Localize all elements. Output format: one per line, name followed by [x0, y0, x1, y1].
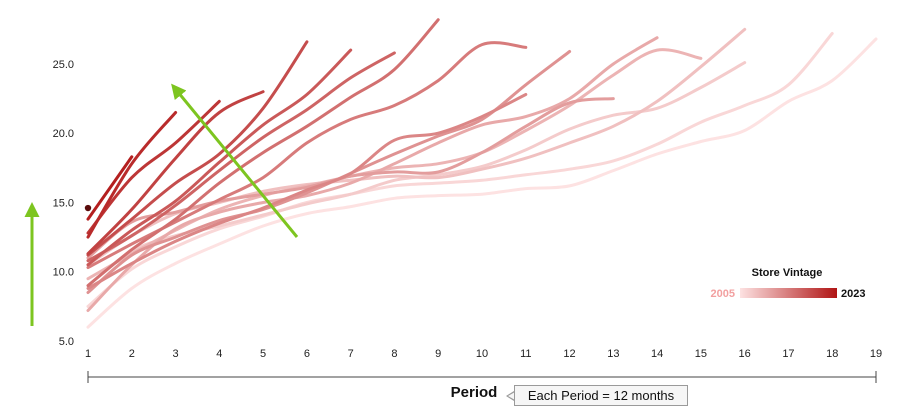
y-tick-label: 15.0: [53, 197, 74, 209]
series-line-2006: [86, 32, 834, 308]
x-tick-label: 6: [304, 348, 310, 360]
y-tick-label: 5.0: [59, 336, 74, 348]
x-tick-label: 15: [695, 348, 707, 360]
series-line-2005: [86, 37, 878, 329]
x-tick-label: 9: [435, 348, 441, 360]
series-line-2020: [86, 99, 221, 235]
y-axis-ticks: 5.0 10.0 15.0 20.0 25.0: [53, 59, 74, 348]
series-line-2016: [86, 51, 396, 263]
x-tick-label: 19: [870, 348, 882, 360]
diagonal-vintage-arrow: [171, 83, 299, 238]
x-tick-label: 11: [520, 348, 531, 360]
x-tick-label: 2: [129, 348, 135, 360]
series-line-2017: [86, 48, 353, 267]
x-tick-label: 16: [739, 348, 751, 360]
note-callout-pointer-fill: [508, 392, 515, 400]
series-line-2019: [86, 90, 265, 256]
x-tick-label: 12: [563, 348, 575, 360]
x-tick-label: 4: [216, 348, 222, 360]
legend: Store Vintage 2005 2023: [711, 267, 866, 300]
legend-gradient-bar: [740, 288, 837, 298]
x-tick-label: 13: [607, 348, 619, 360]
legend-min-label: 2005: [711, 288, 735, 300]
x-tick-label: 17: [782, 348, 794, 360]
series-line-2022: [86, 155, 134, 221]
series-point-2023: [84, 204, 92, 212]
series-line-2015: [86, 18, 440, 288]
legend-max-label: 2023: [841, 288, 865, 300]
series-line-2021: [86, 111, 178, 239]
y-tick-label: 20.0: [53, 128, 74, 140]
series-line-2013: [86, 93, 528, 290]
series-line-2018: [86, 40, 309, 257]
x-tick-label: 18: [826, 348, 838, 360]
x-tick-label: 10: [476, 348, 488, 360]
y-tick-label: 10.0: [53, 267, 74, 279]
x-tick-label: 14: [651, 348, 663, 360]
x-tick-label: 7: [348, 348, 354, 360]
y-tick-label: 25.0: [53, 59, 74, 71]
series-line-2012: [86, 50, 572, 294]
x-tick-label: 3: [172, 348, 178, 360]
legend-title: Store Vintage: [752, 267, 823, 279]
x-tick-label: 1: [85, 348, 91, 360]
period-note-callout: Each Period = 12 months: [514, 385, 688, 406]
x-tick-label: 5: [260, 348, 266, 360]
x-axis-title: Period: [451, 384, 498, 401]
x-axis-ticks: 1 2 3 4 5 6 7 8 9 10 11 12 13 14 15 16 17 18 19: [85, 348, 882, 360]
x-tick-label: 8: [391, 348, 397, 360]
series-layer: [84, 18, 878, 329]
series-line-2011: [86, 97, 615, 260]
